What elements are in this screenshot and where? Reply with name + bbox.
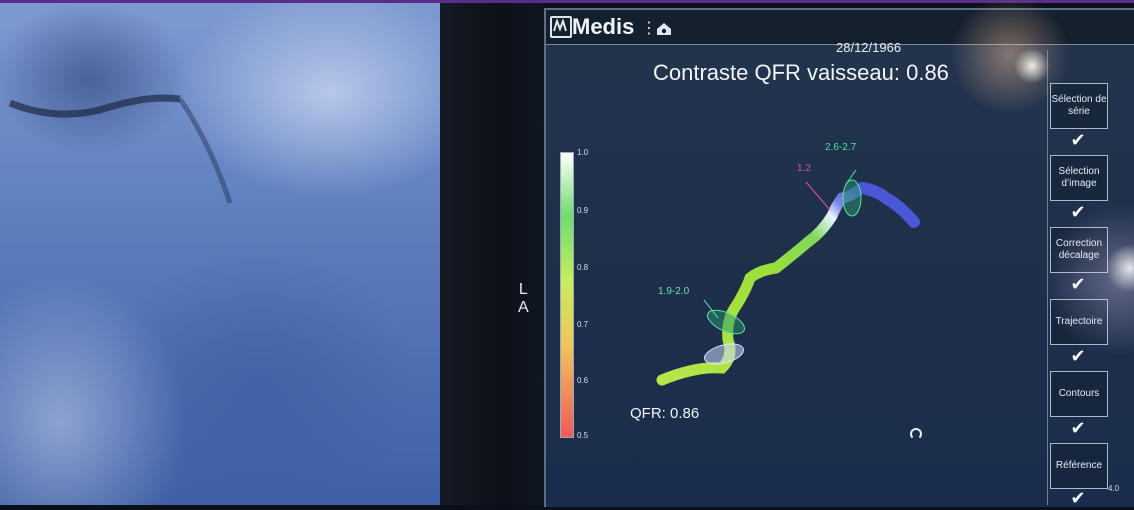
step-correction-decalage[interactable]: Correction décalage (1050, 227, 1108, 273)
step-contours[interactable]: Contours (1050, 371, 1108, 417)
cursor-icon (910, 428, 922, 440)
annotation-leader (703, 299, 719, 319)
diameter-marker-distal[interactable] (842, 179, 862, 217)
vessel-3d-view[interactable] (546, 10, 1046, 507)
lesion-marker[interactable] (702, 340, 745, 368)
scale-tick: 1.0 (577, 148, 589, 157)
qfr-monitor-screen: Medis ⋮ 28/12/1966 Contraste QFR vaissea… (518, 8, 1134, 508)
step-selection-serie[interactable]: Sélection de série (1050, 83, 1108, 129)
workflow-sidebar: Sélection de série ✔ Sélection d’image ✔… (1047, 50, 1117, 508)
vessel-segment-blue (856, 182, 920, 228)
orientation-label: L A (518, 281, 529, 316)
checkmark-icon: ✔ (1070, 130, 1086, 150)
checkmark-icon: ✔ (1070, 202, 1086, 222)
step-reference[interactable]: Référence (1050, 443, 1108, 489)
checkmark-icon: ✔ (1070, 346, 1086, 366)
scale-tick: 0.8 (577, 263, 589, 272)
diameter-label-distal: 2.6-2.7 (825, 142, 857, 153)
sidebar-divider (1047, 50, 1048, 505)
scale-tick: 0.9 (577, 206, 589, 215)
xray-vessel-shadow (8, 94, 233, 204)
study-date: 28/12/1966 (836, 40, 902, 55)
brand-name: Medis (572, 14, 635, 39)
pressure-label: 1.2 (797, 163, 811, 174)
checkmark-icon: ✔ (1070, 274, 1086, 294)
qfr-value-label: QFR: 0.86 (630, 405, 700, 422)
home-icon[interactable] (656, 22, 672, 36)
checkmark-icon: ✔ (1070, 488, 1086, 508)
scale-tick: 0.7 (577, 320, 589, 329)
vessel-segment-green (656, 182, 868, 386)
scale-tick: 0.6 (577, 376, 589, 385)
xray-angiogram-image (0, 3, 440, 505)
annotation-leader (845, 169, 857, 185)
mini-scale-value: 4.0 (1108, 484, 1120, 493)
diameter-label-proximal: 1.9-2.0 (658, 286, 690, 297)
monitor-bezel (440, 3, 544, 505)
scale-tick: 0.5 (577, 431, 589, 440)
qfr-color-scale (560, 152, 574, 438)
step-trajectoire[interactable]: Trajectoire (1050, 299, 1108, 345)
step-selection-image[interactable]: Sélection d’image (1050, 155, 1108, 201)
top-accent-strip (0, 0, 1134, 3)
page-title: Contraste QFR vaisseau: 0.86 (653, 60, 949, 85)
annotation-leader (805, 181, 831, 211)
checkmark-icon: ✔ (1070, 418, 1086, 438)
menu-icon[interactable]: ⋮ (641, 20, 657, 37)
medis-logo-icon (550, 16, 572, 38)
